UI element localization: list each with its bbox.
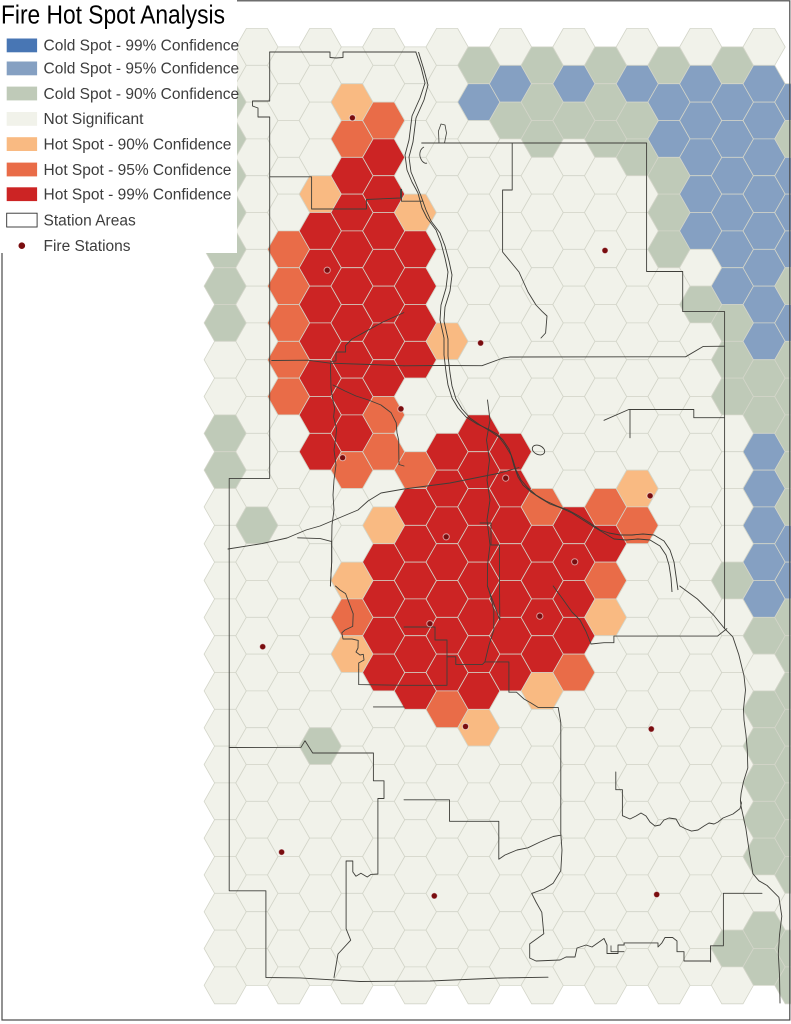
svg-text:Cold Spot - 90% Confidence: Cold Spot - 90% Confidence xyxy=(44,86,240,103)
svg-text:Hot Spot - 99% Confidence: Hot Spot - 99% Confidence xyxy=(44,187,232,204)
svg-text:Fire Stations: Fire Stations xyxy=(44,238,131,255)
svg-text:Fire Hot Spot Analysis: Fire Hot Spot Analysis xyxy=(1,1,225,29)
svg-text:Cold Spot - 95% Confidence: Cold Spot - 95% Confidence xyxy=(44,61,240,78)
svg-text:Station Areas: Station Areas xyxy=(44,212,136,229)
svg-text:Not Significant: Not Significant xyxy=(44,111,145,128)
svg-text:Hot Spot - 90% Confidence: Hot Spot - 90% Confidence xyxy=(44,136,232,153)
svg-text:Hot Spot - 95% Confidence: Hot Spot - 95% Confidence xyxy=(44,162,232,179)
svg-text:Cold Spot - 99% Confidence: Cold Spot - 99% Confidence xyxy=(44,38,240,55)
